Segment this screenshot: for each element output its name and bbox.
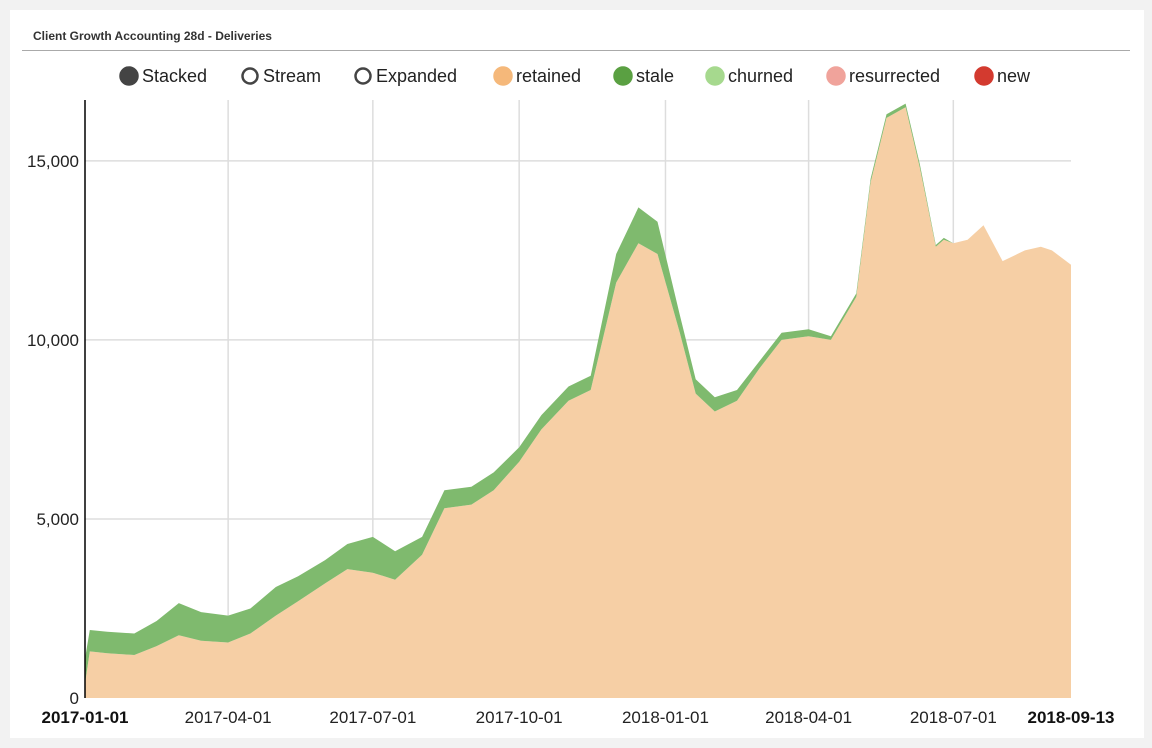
legend-label[interactable]: stale	[636, 66, 674, 86]
y-tick-label: 5,000	[36, 510, 79, 529]
title-divider	[22, 50, 1130, 51]
legend-label[interactable]: resurrected	[849, 66, 940, 86]
x-tick-label: 2018-07-01	[910, 708, 997, 727]
legend-marker-icon[interactable]	[613, 66, 633, 86]
legend-item-churned[interactable]: churned	[705, 66, 793, 86]
legend-marker-icon[interactable]	[354, 67, 372, 85]
legend-label[interactable]: Expanded	[376, 66, 457, 86]
stacked-areas	[85, 103, 1071, 698]
y-tick-label: 15,000	[27, 152, 79, 171]
x-tick-label: 2018-09-13	[1028, 708, 1115, 727]
legend-label[interactable]: Stream	[263, 66, 321, 86]
legend-marker-icon[interactable]	[119, 66, 139, 86]
mode-toggle-stacked[interactable]: Stacked	[119, 66, 207, 86]
legend-item-retained[interactable]: retained	[493, 66, 581, 86]
legend-item-new[interactable]: new	[974, 66, 1031, 86]
area-retained	[85, 107, 1071, 698]
mode-toggle-stream[interactable]: Stream	[241, 66, 322, 86]
x-tick-label: 2017-07-01	[329, 708, 416, 727]
x-tick-label: 2018-01-01	[622, 708, 709, 727]
y-tick-label: 0	[70, 689, 79, 708]
legend-marker-icon[interactable]	[974, 66, 994, 86]
legend-item-resurrected[interactable]: resurrected	[826, 66, 940, 86]
area-stale	[85, 103, 1071, 684]
axes: 0 5,000 10,000 15,000 2017-01-01 2017-04-01 20…	[27, 100, 1114, 727]
legend[interactable]: Stacked Stream Expanded retained stale churne…	[119, 66, 1031, 86]
x-tick-label: 2018-04-01	[765, 708, 852, 727]
panel-title: Client Growth Accounting 28d - Deliverie…	[33, 29, 272, 43]
x-tick-label: 2017-01-01	[42, 708, 129, 727]
legend-marker-icon[interactable]	[705, 66, 725, 86]
x-tick-label: 2017-04-01	[185, 708, 272, 727]
legend-label[interactable]: Stacked	[142, 66, 207, 86]
mode-toggle-expanded[interactable]: Expanded	[354, 66, 458, 86]
legend-label[interactable]: churned	[728, 66, 793, 86]
legend-label[interactable]: new	[997, 66, 1031, 86]
y-tick-label: 10,000	[27, 331, 79, 350]
legend-item-stale[interactable]: stale	[613, 66, 674, 86]
legend-marker-icon[interactable]	[493, 66, 513, 86]
x-tick-label: 2017-10-01	[476, 708, 563, 727]
legend-marker-icon[interactable]	[826, 66, 846, 86]
legend-marker-icon[interactable]	[241, 67, 259, 85]
legend-label[interactable]: retained	[516, 66, 581, 86]
